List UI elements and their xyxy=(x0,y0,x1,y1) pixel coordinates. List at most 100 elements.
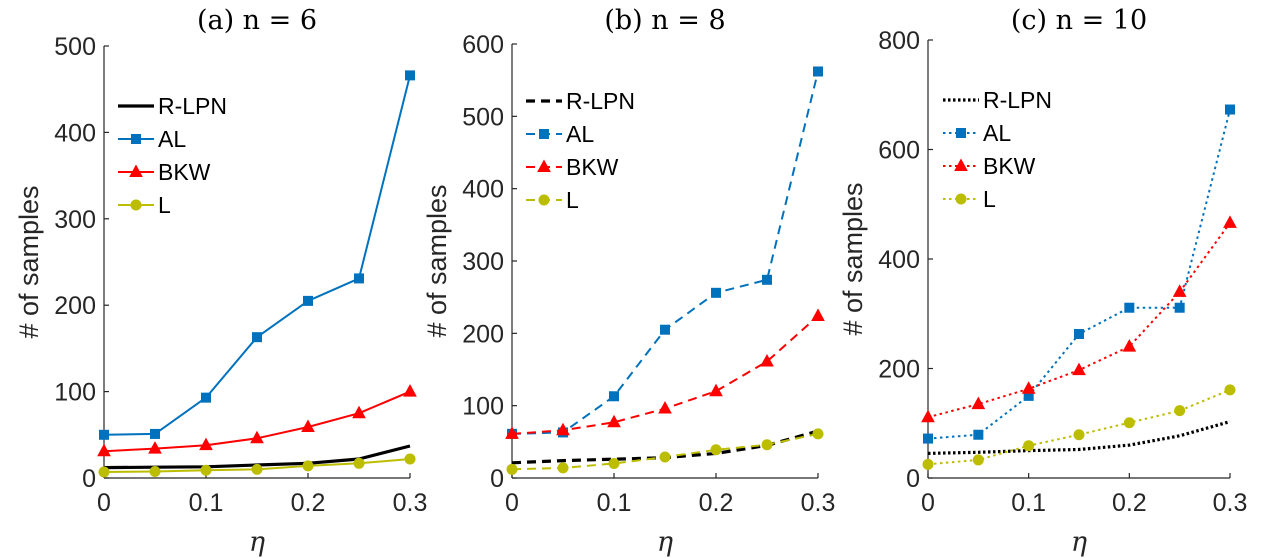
legend-marker-al xyxy=(956,128,966,138)
legend-label-bkw: BKW xyxy=(566,154,619,180)
data-point-bkw xyxy=(505,426,519,439)
data-point-l xyxy=(812,428,824,440)
data-point-al xyxy=(660,324,670,335)
data-point-al xyxy=(303,295,313,306)
series-l xyxy=(506,428,824,475)
chart-title: (c) n = 10 xyxy=(1011,5,1147,36)
x-tick-label: 0.2 xyxy=(291,489,326,517)
x-tick-label: 0.3 xyxy=(393,489,428,517)
y-tick-label: 0 xyxy=(490,465,504,493)
data-point-l xyxy=(1123,417,1135,429)
data-point-al xyxy=(201,392,211,403)
data-point-al xyxy=(1124,302,1135,313)
data-point-al xyxy=(354,273,364,284)
legend-marker-bkw xyxy=(129,164,143,177)
data-point-bkw xyxy=(811,308,825,321)
data-point-bkw xyxy=(301,419,315,433)
data-point-bkw xyxy=(658,401,672,414)
series-bkw xyxy=(921,215,1237,423)
data-point-al xyxy=(405,70,415,81)
data-point-l xyxy=(200,464,212,476)
data-point-bkw xyxy=(1172,284,1187,297)
series-line-r-lpn xyxy=(927,420,1231,455)
y-tick-label: 200 xyxy=(54,292,96,320)
data-point-l xyxy=(972,454,984,466)
y-tick-label: 100 xyxy=(54,379,96,407)
data-point-l xyxy=(302,460,314,472)
y-tick-label: 300 xyxy=(462,248,504,276)
x-tick-label: 0.1 xyxy=(189,489,224,517)
x-axis-label: η xyxy=(249,527,265,558)
data-point-al xyxy=(1225,104,1235,115)
y-tick-label: 500 xyxy=(54,33,96,61)
data-point-l xyxy=(1224,384,1236,396)
data-point-bkw xyxy=(921,409,935,423)
data-point-bkw xyxy=(1021,381,1036,394)
y-axis-label: # of samples xyxy=(422,184,452,337)
data-point-bkw xyxy=(1122,339,1137,352)
data-point-bkw xyxy=(148,441,162,454)
legend-label-r-lpn: R-LPN xyxy=(566,88,635,114)
data-point-bkw xyxy=(971,396,986,410)
data-point-al xyxy=(711,287,721,298)
data-point-al xyxy=(923,433,933,444)
legend-label-al: AL xyxy=(983,120,1011,146)
y-tick-label: 400 xyxy=(878,246,920,274)
y-axis-label: # of samples xyxy=(14,185,44,338)
data-point-al xyxy=(762,274,772,285)
legend-label-bkw: BKW xyxy=(158,159,211,185)
data-point-al xyxy=(99,429,109,440)
legend-marker-l xyxy=(955,193,967,205)
data-point-al xyxy=(973,429,984,440)
legend-marker-l xyxy=(538,194,550,206)
series-line-al xyxy=(103,75,411,436)
x-tick-label: 0.2 xyxy=(699,489,734,517)
data-point-l xyxy=(506,463,518,475)
y-tick-label: 800 xyxy=(878,27,920,55)
legend-label-l: L xyxy=(566,187,579,213)
legend-marker-bkw xyxy=(537,159,551,172)
series-al xyxy=(99,70,415,440)
series-l xyxy=(98,453,416,478)
legend-label-r-lpn: R-LPN xyxy=(983,87,1052,113)
data-point-l xyxy=(251,463,263,475)
x-tick-label: 0 xyxy=(97,489,111,517)
series-line-al xyxy=(511,71,819,435)
series-r-lpn xyxy=(927,420,1231,455)
data-point-l xyxy=(1073,429,1085,441)
legend-label-l: L xyxy=(983,186,996,212)
data-point-al xyxy=(150,428,160,439)
x-tick-label: 0.3 xyxy=(801,489,836,517)
y-tick-label: 600 xyxy=(878,137,920,165)
x-tick-label: 0.2 xyxy=(1112,489,1147,517)
series-bkw xyxy=(505,308,825,439)
data-point-bkw xyxy=(403,384,417,397)
data-point-l xyxy=(710,444,722,456)
legend-label-l: L xyxy=(158,192,171,218)
data-point-l xyxy=(404,453,416,465)
x-tick-label: 0.1 xyxy=(1011,489,1046,517)
data-point-l xyxy=(149,466,161,478)
data-point-l xyxy=(557,462,569,474)
x-tick-label: 0 xyxy=(921,489,935,517)
legend-label-r-lpn: R-LPN xyxy=(158,93,227,119)
x-tick-label: 0.3 xyxy=(1213,489,1248,517)
data-point-bkw xyxy=(199,437,213,451)
data-point-al xyxy=(1074,329,1084,340)
series-line-al xyxy=(927,109,1231,440)
y-tick-label: 300 xyxy=(54,206,96,234)
data-point-l xyxy=(761,439,773,451)
data-point-l xyxy=(659,451,671,463)
data-point-al xyxy=(252,332,262,343)
y-tick-label: 500 xyxy=(462,103,504,131)
data-point-l xyxy=(98,466,110,478)
y-tick-label: 100 xyxy=(462,393,504,421)
data-point-bkw xyxy=(709,383,723,397)
data-point-bkw xyxy=(352,405,366,419)
legend-marker-al xyxy=(539,129,549,139)
data-point-l xyxy=(922,458,934,470)
series-bkw xyxy=(97,384,417,457)
x-axis-label: η xyxy=(657,527,673,558)
data-point-al xyxy=(609,391,619,402)
